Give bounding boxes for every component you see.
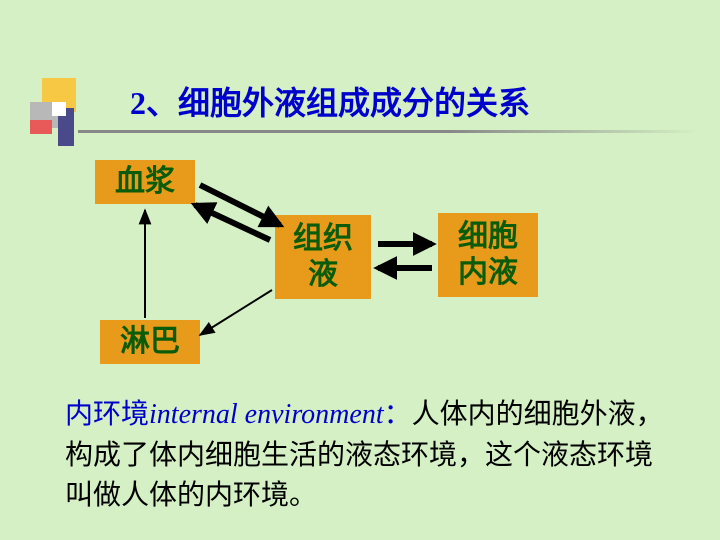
box-lymph: 淋巴 — [100, 320, 200, 364]
box-intracellular-fluid: 细胞内液 — [438, 213, 538, 297]
box-tissue-fluid: 组织液 — [275, 215, 371, 299]
term-chinese: 内环境 — [65, 399, 149, 430]
slide-title: 2、细胞外液组成成分的关系 — [130, 78, 530, 124]
title-underline — [78, 130, 698, 133]
slide-corner-decoration — [30, 78, 90, 148]
description-text: 内环境internal environment：人体内的细胞外液，构成了体内细胞… — [65, 395, 665, 517]
term-colon: ： — [384, 399, 412, 430]
term-english: internal environment — [149, 399, 384, 430]
box-plasma: 血浆 — [95, 160, 195, 204]
